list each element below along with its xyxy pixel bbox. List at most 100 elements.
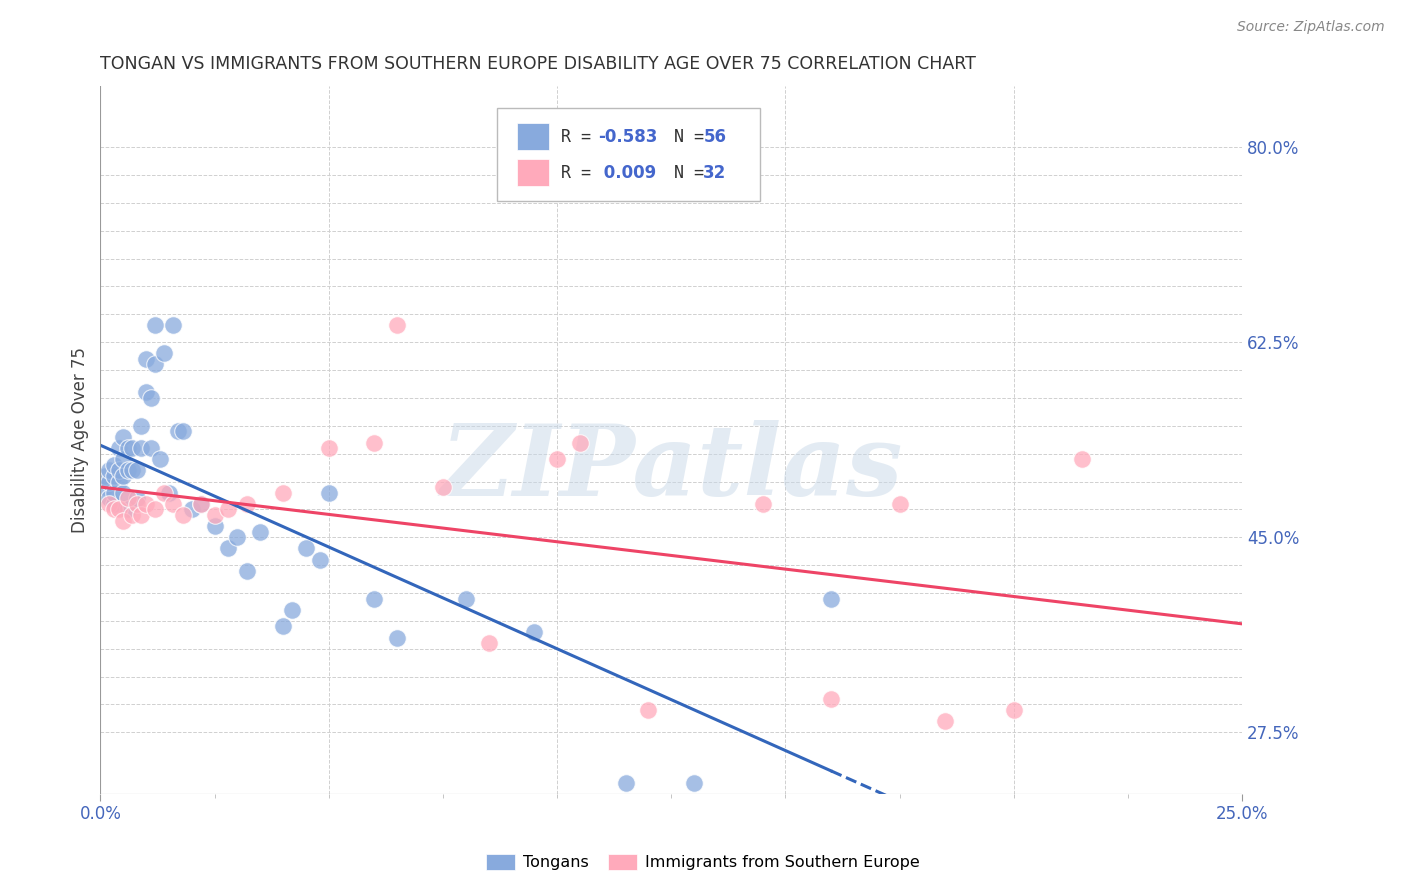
Point <box>112 514 135 528</box>
Text: N =: N = <box>654 128 714 146</box>
Point <box>546 452 568 467</box>
Point <box>139 391 162 405</box>
Point <box>235 497 257 511</box>
Point <box>172 425 194 439</box>
Point <box>94 469 117 483</box>
Point <box>934 714 956 729</box>
Point <box>107 441 129 455</box>
Point <box>478 636 501 650</box>
Point <box>637 703 659 717</box>
Point <box>103 497 125 511</box>
Point <box>167 425 190 439</box>
Point <box>121 463 143 477</box>
Point <box>249 524 271 539</box>
Point <box>125 491 148 506</box>
Point <box>281 603 304 617</box>
Point <box>94 480 117 494</box>
Point <box>180 502 202 516</box>
Point <box>363 435 385 450</box>
Point <box>308 552 330 566</box>
Point <box>103 502 125 516</box>
Point <box>112 430 135 444</box>
Point <box>295 541 318 556</box>
Point <box>131 508 153 522</box>
Point <box>271 619 294 633</box>
Point <box>98 497 121 511</box>
Point <box>98 491 121 506</box>
Point <box>107 463 129 477</box>
Point <box>153 346 176 360</box>
Text: N =: N = <box>654 164 714 182</box>
FancyBboxPatch shape <box>517 160 550 186</box>
Point <box>751 497 773 511</box>
Point <box>226 530 249 544</box>
Point <box>103 485 125 500</box>
Point <box>387 318 409 333</box>
Point <box>131 418 153 433</box>
Point <box>125 497 148 511</box>
Point <box>614 775 637 789</box>
Legend: Tongans, Immigrants from Southern Europe: Tongans, Immigrants from Southern Europe <box>479 848 927 877</box>
Point <box>117 502 139 516</box>
Point <box>112 485 135 500</box>
Point <box>117 441 139 455</box>
Point <box>387 631 409 645</box>
Point <box>162 318 184 333</box>
Point <box>162 497 184 511</box>
Point <box>271 485 294 500</box>
Point <box>363 591 385 606</box>
FancyBboxPatch shape <box>517 123 550 151</box>
Point <box>121 441 143 455</box>
Point <box>112 452 135 467</box>
Point <box>149 452 172 467</box>
Point <box>103 469 125 483</box>
Point <box>139 441 162 455</box>
Point <box>135 351 157 366</box>
Point <box>117 491 139 506</box>
Point <box>432 480 454 494</box>
Point <box>135 497 157 511</box>
Text: Source: ZipAtlas.com: Source: ZipAtlas.com <box>1237 20 1385 34</box>
Text: R =: R = <box>561 128 600 146</box>
Point <box>125 463 148 477</box>
Text: 0.009: 0.009 <box>598 164 657 182</box>
Point <box>103 458 125 472</box>
Point <box>235 564 257 578</box>
Point <box>217 502 239 516</box>
Point <box>143 318 166 333</box>
Point <box>135 385 157 400</box>
Point <box>121 508 143 522</box>
Text: TONGAN VS IMMIGRANTS FROM SOUTHERN EUROPE DISABILITY AGE OVER 75 CORRELATION CHA: TONGAN VS IMMIGRANTS FROM SOUTHERN EUROP… <box>100 55 976 73</box>
FancyBboxPatch shape <box>496 109 761 202</box>
Point <box>318 485 340 500</box>
Point <box>98 463 121 477</box>
Point <box>190 497 212 511</box>
Point <box>117 463 139 477</box>
Point <box>523 625 546 640</box>
Y-axis label: Disability Age Over 75: Disability Age Over 75 <box>72 347 89 533</box>
Point <box>683 775 706 789</box>
Point <box>112 469 135 483</box>
Point <box>107 475 129 489</box>
Point <box>143 358 166 372</box>
Point <box>204 508 226 522</box>
Point <box>172 508 194 522</box>
Text: R =: R = <box>561 164 600 182</box>
Text: ZIPatlas: ZIPatlas <box>440 420 903 516</box>
Point <box>820 591 842 606</box>
Point <box>107 502 129 516</box>
Point <box>153 485 176 500</box>
Text: 56: 56 <box>703 128 727 146</box>
Point <box>820 692 842 706</box>
Text: 32: 32 <box>703 164 727 182</box>
Point <box>217 541 239 556</box>
Point <box>204 519 226 533</box>
Point <box>318 441 340 455</box>
Point <box>98 475 121 489</box>
Point <box>143 502 166 516</box>
Point <box>1071 452 1094 467</box>
Point <box>157 485 180 500</box>
Point <box>1002 703 1025 717</box>
Point <box>190 497 212 511</box>
Point <box>568 435 591 450</box>
